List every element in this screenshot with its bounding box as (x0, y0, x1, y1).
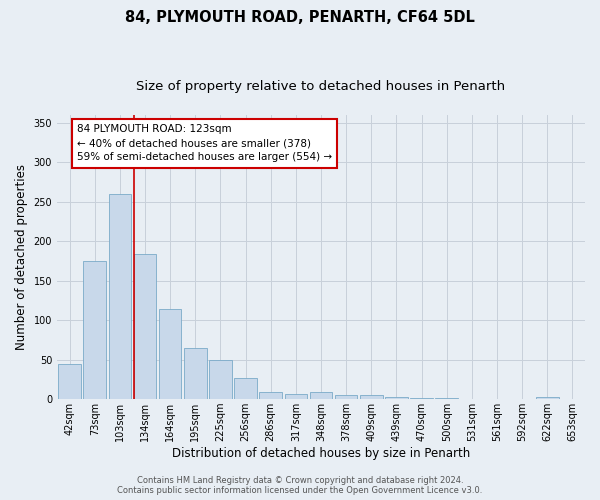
Bar (360, 395, 383, 399)
Title: Size of property relative to detached houses in Penarth: Size of property relative to detached ho… (136, 80, 506, 93)
Bar (536, 397, 559, 399)
Bar (436, 398, 458, 399)
Y-axis label: Number of detached properties: Number of detached properties (15, 164, 28, 350)
Bar (134, 254, 157, 399)
Bar (335, 395, 358, 399)
X-axis label: Distribution of detached houses by size in Penarth: Distribution of detached houses by size … (172, 447, 470, 460)
Bar (109, 194, 131, 399)
Text: 84, PLYMOUTH ROAD, PENARTH, CF64 5DL: 84, PLYMOUTH ROAD, PENARTH, CF64 5DL (125, 10, 475, 25)
Bar (284, 394, 307, 399)
Text: Contains HM Land Registry data © Crown copyright and database right 2024.
Contai: Contains HM Land Registry data © Crown c… (118, 476, 482, 495)
Bar (310, 392, 332, 399)
Bar (259, 392, 282, 399)
Bar (58, 364, 81, 399)
Bar (83, 261, 106, 399)
Bar (385, 397, 408, 399)
Bar (159, 309, 181, 399)
Bar (234, 378, 257, 399)
Bar (209, 360, 232, 399)
Bar (184, 348, 206, 399)
Text: 84 PLYMOUTH ROAD: 123sqm
← 40% of detached houses are smaller (378)
59% of semi-: 84 PLYMOUTH ROAD: 123sqm ← 40% of detach… (77, 124, 332, 162)
Bar (410, 398, 433, 399)
